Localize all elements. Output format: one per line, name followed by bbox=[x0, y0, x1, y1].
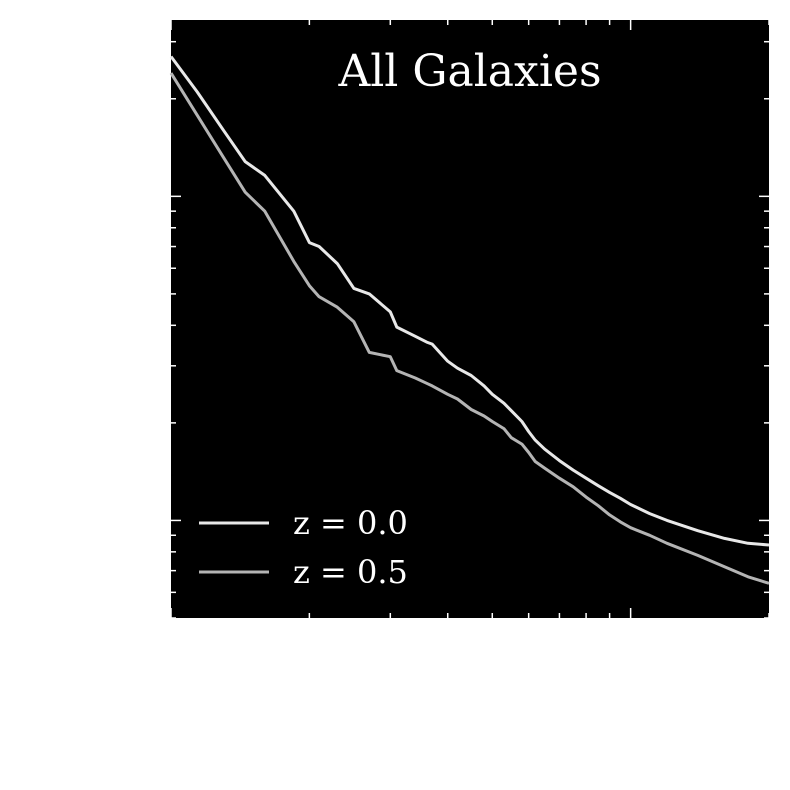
series-line-1 bbox=[169, 72, 770, 585]
plot-area bbox=[171, 20, 769, 618]
legend-label-1: z = 0.5 bbox=[293, 553, 408, 591]
axis-ticks bbox=[170, 20, 770, 619]
legend: z = 0.0 z = 0.5 bbox=[199, 504, 408, 591]
series-line-0 bbox=[169, 55, 770, 547]
chart-title: All Galaxies bbox=[337, 46, 601, 97]
legend-label-0: z = 0.0 bbox=[293, 504, 408, 542]
series-lines bbox=[169, 55, 770, 585]
